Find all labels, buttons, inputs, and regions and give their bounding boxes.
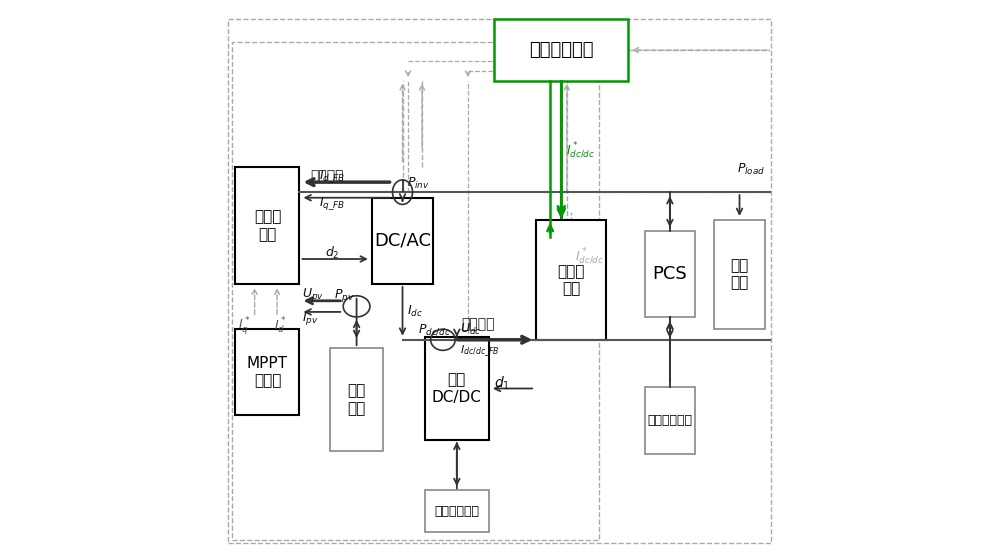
Text: 第二储能电池: 第二储能电池 bbox=[647, 414, 692, 427]
Text: $I^*_q$: $I^*_q$ bbox=[238, 315, 250, 337]
Text: DC/AC: DC/AC bbox=[374, 232, 431, 250]
Text: $I_{q\_FB}$: $I_{q\_FB}$ bbox=[319, 195, 345, 212]
FancyBboxPatch shape bbox=[235, 167, 299, 284]
FancyBboxPatch shape bbox=[645, 387, 695, 454]
Text: $d_2$: $d_2$ bbox=[325, 246, 339, 261]
FancyBboxPatch shape bbox=[494, 19, 628, 81]
Text: 本地
负荷: 本地 负荷 bbox=[730, 258, 749, 291]
Text: $I_{d\_FB}$: $I_{d\_FB}$ bbox=[319, 168, 345, 185]
FancyBboxPatch shape bbox=[645, 231, 695, 317]
FancyBboxPatch shape bbox=[425, 490, 489, 532]
Text: $I^*_{dc/dc}$: $I^*_{dc/dc}$ bbox=[566, 140, 595, 160]
FancyBboxPatch shape bbox=[330, 348, 383, 451]
Text: 交流母线: 交流母线 bbox=[311, 169, 344, 183]
FancyBboxPatch shape bbox=[714, 220, 765, 329]
Text: $U_{dc}$: $U_{dc}$ bbox=[460, 322, 481, 338]
Text: 第一储能电池: 第一储能电池 bbox=[434, 505, 479, 517]
Text: $d_1$: $d_1$ bbox=[494, 374, 510, 392]
Text: $P_{load}$: $P_{load}$ bbox=[737, 162, 765, 178]
Text: 直流母线: 直流母线 bbox=[461, 317, 495, 331]
FancyBboxPatch shape bbox=[235, 329, 299, 415]
Text: $I^*_{dc/dc}$: $I^*_{dc/dc}$ bbox=[575, 246, 605, 266]
Text: $I_{pv}$: $I_{pv}$ bbox=[302, 310, 319, 327]
Text: 直流电
流环: 直流电 流环 bbox=[557, 263, 585, 296]
Text: $I_{dc/dc\_FB}$: $I_{dc/dc\_FB}$ bbox=[460, 343, 499, 359]
Text: $U_{pv}$: $U_{pv}$ bbox=[302, 286, 324, 302]
FancyBboxPatch shape bbox=[536, 220, 606, 340]
FancyBboxPatch shape bbox=[372, 198, 433, 284]
Text: PCS: PCS bbox=[653, 265, 687, 284]
Text: $P_{dc/dc}$: $P_{dc/dc}$ bbox=[418, 323, 451, 337]
Text: 能量管理系统: 能量管理系统 bbox=[529, 41, 594, 59]
Text: $P_{pv}$: $P_{pv}$ bbox=[334, 287, 355, 304]
Text: 双向
DC/DC: 双向 DC/DC bbox=[432, 372, 482, 405]
Text: 交流电
流环: 交流电 流环 bbox=[254, 209, 281, 242]
Text: $P_{inv}$: $P_{inv}$ bbox=[407, 176, 430, 192]
Text: 光伏
组件: 光伏 组件 bbox=[347, 383, 366, 416]
Text: $I_{dc}$: $I_{dc}$ bbox=[407, 304, 423, 320]
Text: MPPT
控制器: MPPT 控制器 bbox=[247, 355, 288, 388]
Text: $I^*_d$: $I^*_d$ bbox=[274, 316, 287, 336]
FancyBboxPatch shape bbox=[425, 337, 489, 440]
